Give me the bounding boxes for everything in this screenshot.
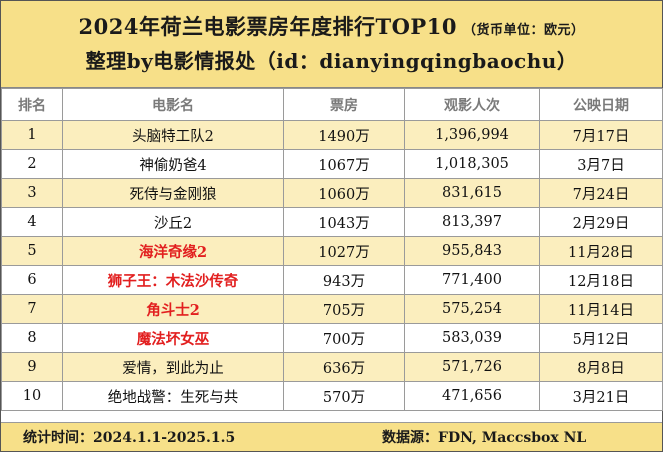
chart-title: 2024年荷兰电影票房年度排行TOP10 (78, 14, 457, 39)
column-header-rank: 排名 (1, 88, 63, 121)
title-cell: 魔法坏女巫 (62, 323, 284, 353)
title-cell: 绝地战警：生死与共 (62, 381, 284, 411)
rank-cell: 9 (1, 352, 63, 382)
release-date-cell: 11月28日 (539, 236, 663, 266)
table-header-row: 排名 电影名 票房 观影人次 公映日期 (1, 88, 663, 121)
release-date-cell: 8月8日 (539, 352, 663, 382)
rank-cell: 3 (1, 178, 63, 208)
release-date-cell: 3月7日 (539, 149, 663, 179)
chart-subtitle: 整理by电影情报处（id：dianyingqingbaochu） (85, 49, 578, 73)
rank-cell: 4 (1, 207, 63, 237)
rank-cell: 7 (1, 294, 63, 324)
release-date-cell: 11月14日 (539, 294, 663, 324)
column-header-admissions: 观影人次 (404, 88, 540, 121)
table-row: 7 角斗士2 705万 575,254 11月14日 (1, 294, 663, 324)
rank-cell: 2 (1, 149, 63, 179)
admissions-cell: 831,615 (404, 178, 540, 208)
release-date-cell: 2月29日 (539, 207, 663, 237)
box-office-cell: 705万 (283, 294, 405, 324)
title-cell: 神偷奶爸4 (62, 149, 284, 179)
ranking-table: 排名 电影名 票房 观影人次 公映日期 1 头脑特工队2 1490万 1,396,99… (1, 88, 663, 411)
release-date-cell: 5月12日 (539, 323, 663, 353)
currency-note: （货币单位：欧元） (462, 23, 585, 38)
rank-cell: 6 (1, 265, 63, 295)
table-row: 9 爱情，到此为止 636万 571,726 8月8日 (1, 352, 663, 382)
admissions-cell: 575,254 (404, 294, 540, 324)
release-date-cell: 12月18日 (539, 265, 663, 295)
column-header-release-date: 公映日期 (539, 88, 663, 121)
admissions-cell: 571,726 (404, 352, 540, 382)
table-body: 1 头脑特工队2 1490万 1,396,994 7月17日 2 神偷奶爸4 1067万 1,0… (1, 120, 663, 411)
chart-footer: 统计时间：2024.1.1-2025.1.5 数据源：FDN, Maccsbox… (1, 422, 662, 451)
title-line: 2024年荷兰电影票房年度排行TOP10 （货币单位：欧元） (79, 12, 585, 46)
admissions-cell: 1,018,305 (404, 149, 540, 179)
admissions-cell: 813,397 (404, 207, 540, 237)
release-date-cell: 7月17日 (539, 120, 663, 150)
admissions-cell: 1,396,994 (404, 120, 540, 150)
rank-cell: 8 (1, 323, 63, 353)
box-office-cell: 700万 (283, 323, 405, 353)
admissions-cell: 771,400 (404, 265, 540, 295)
column-header-title: 电影名 (62, 88, 284, 121)
title-cell: 头脑特工队2 (62, 120, 284, 150)
box-office-cell: 943万 (283, 265, 405, 295)
rank-cell: 1 (1, 120, 63, 150)
title-cell: 角斗士2 (62, 294, 284, 324)
admissions-cell: 583,039 (404, 323, 540, 353)
title-cell: 沙丘2 (62, 207, 284, 237)
column-header-box-office: 票房 (283, 88, 405, 121)
table-row: 6 狮子王：木法沙传奇 943万 771,400 12月18日 (1, 265, 663, 295)
box-office-cell: 1027万 (283, 236, 405, 266)
title-cell: 海洋奇缘2 (62, 236, 284, 266)
rank-cell: 10 (1, 381, 63, 411)
box-office-cell: 1490万 (283, 120, 405, 150)
release-date-cell: 3月21日 (539, 381, 663, 411)
table-row: 3 死侍与金刚狼 1060万 831,615 7月24日 (1, 178, 663, 208)
admissions-cell: 955,843 (404, 236, 540, 266)
box-office-cell: 636万 (283, 352, 405, 382)
release-date-cell: 7月24日 (539, 178, 663, 208)
title-cell: 死侍与金刚狼 (62, 178, 284, 208)
data-source: 数据源：FDN, Maccsbox NL (382, 430, 587, 446)
table-row: 2 神偷奶爸4 1067万 1,018,305 3月7日 (1, 149, 663, 179)
stat-period: 统计时间：2024.1.1-2025.1.5 (23, 430, 236, 446)
title-cell: 爱情，到此为止 (62, 352, 284, 382)
title-cell: 狮子王：木法沙传奇 (62, 265, 284, 295)
chart-header: 2024年荷兰电影票房年度排行TOP10 （货币单位：欧元） 整理by电影情报处（… (1, 1, 662, 88)
box-office-cell: 1060万 (283, 178, 405, 208)
box-office-cell: 570万 (283, 381, 405, 411)
table-row: 1 头脑特工队2 1490万 1,396,994 7月17日 (1, 120, 663, 150)
box-office-cell: 1067万 (283, 149, 405, 179)
box-office-cell: 1043万 (283, 207, 405, 237)
rank-cell: 5 (1, 236, 63, 266)
table-row: 5 海洋奇缘2 1027万 955,843 11月28日 (1, 236, 663, 266)
admissions-cell: 471,656 (404, 381, 540, 411)
table-row: 10 绝地战警：生死与共 570万 471,656 3月21日 (1, 381, 663, 411)
table-row: 4 沙丘2 1043万 813,397 2月29日 (1, 207, 663, 237)
table-row: 8 魔法坏女巫 700万 583,039 5月12日 (1, 323, 663, 353)
